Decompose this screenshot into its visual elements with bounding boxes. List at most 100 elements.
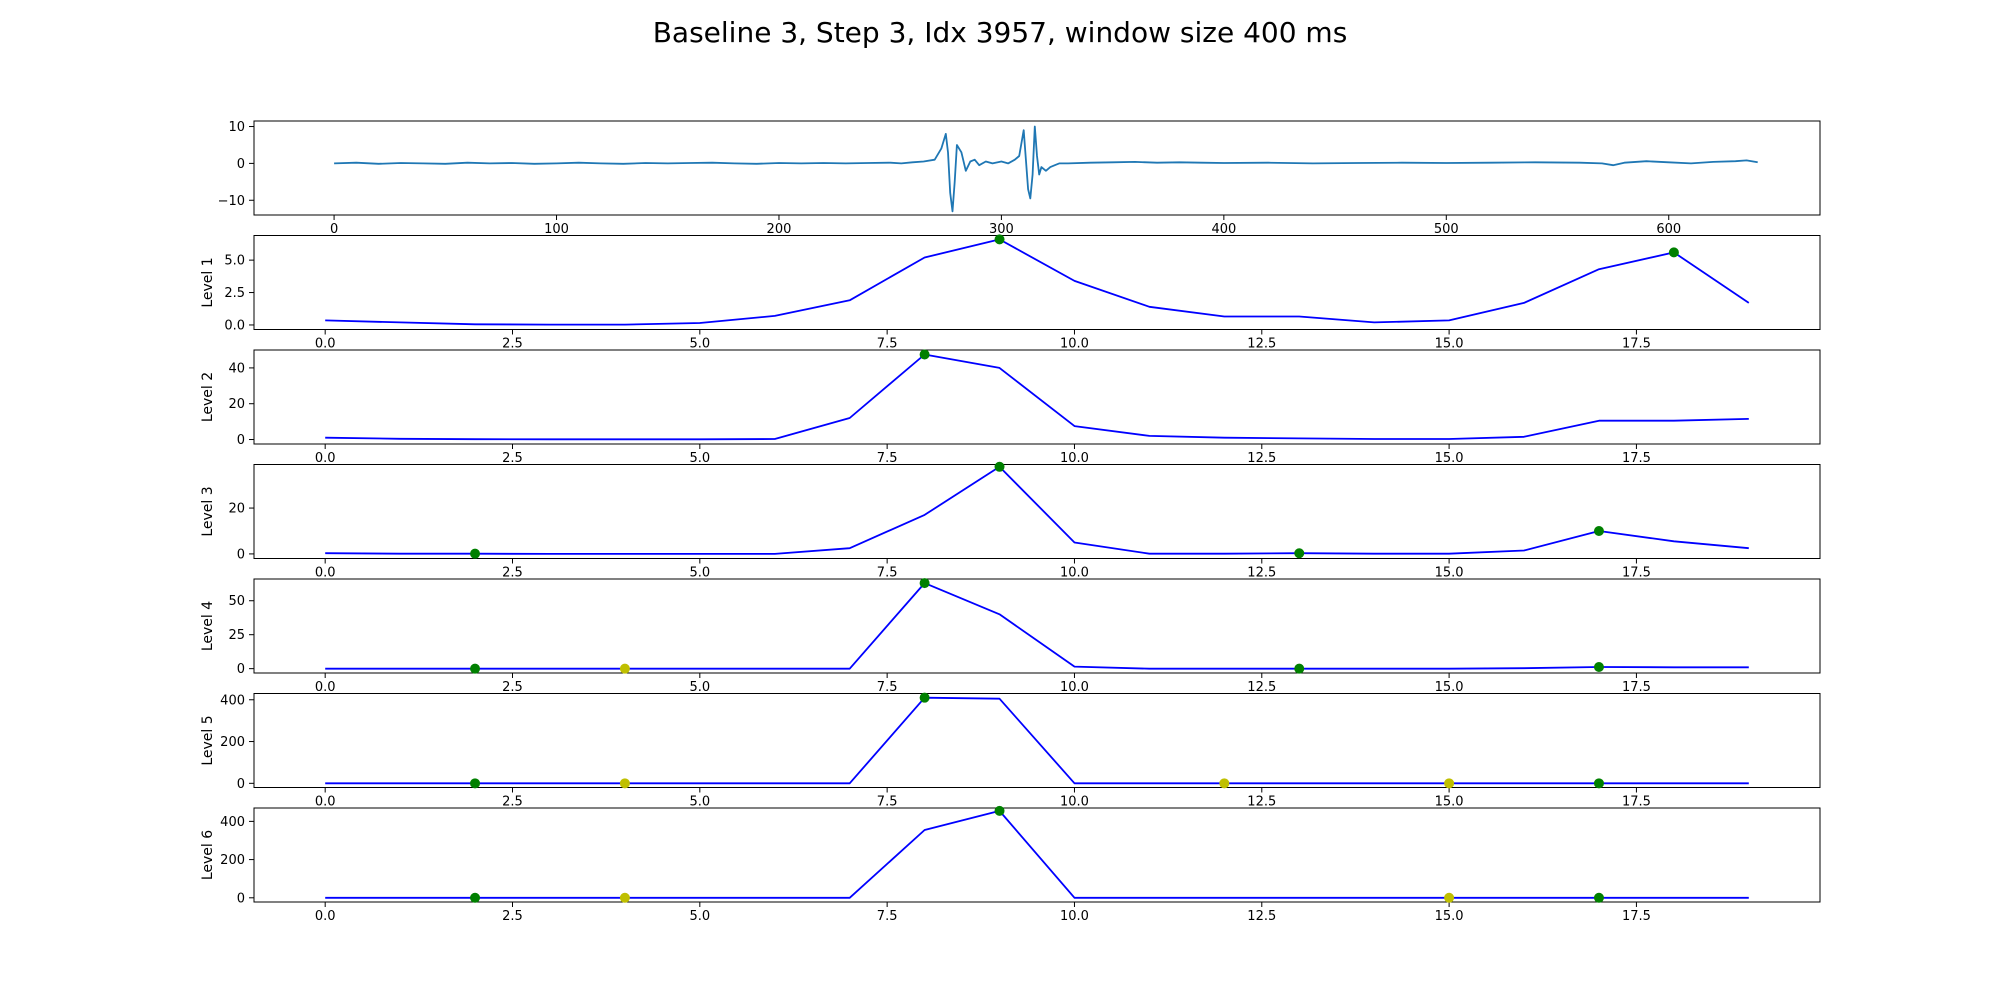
x-tick-label: 12.5 [1247, 909, 1276, 924]
data-point-marker [1593, 662, 1604, 673]
x-tick-label: 0 [330, 222, 338, 237]
data-point-marker [919, 578, 930, 589]
x-tick-label: 15.0 [1435, 680, 1464, 695]
x-tick-label: 12.5 [1247, 337, 1276, 352]
data-point-marker [619, 663, 630, 674]
y-axis-label: Level 1 [200, 257, 216, 307]
data-point-marker [1593, 778, 1604, 789]
y-tick-label: 10 [228, 120, 245, 135]
x-tick-label: 2.5 [502, 337, 523, 352]
x-tick-label: 2.5 [502, 909, 523, 924]
y-tick-label: 20 [228, 397, 245, 412]
axes-frame [253, 807, 1821, 903]
y-axis-label: Level 3 [200, 486, 216, 536]
series-line [325, 465, 1749, 555]
y-tick-label: 400 [220, 693, 245, 708]
y-tick-label: 0.0 [224, 318, 245, 333]
y-tick-label: 400 [220, 815, 245, 830]
data-point-marker [1593, 525, 1604, 536]
x-tick-label: 2.5 [502, 566, 523, 581]
y-axis-label: Level 6 [200, 830, 216, 880]
data-point-marker [1593, 892, 1604, 903]
x-tick-label: 10.0 [1060, 909, 1089, 924]
data-point-marker [470, 663, 481, 674]
data-point-marker [994, 461, 1005, 472]
x-tick-label: 12.5 [1247, 451, 1276, 466]
x-tick-label: 10.0 [1060, 795, 1089, 810]
x-tick-label: 0.0 [315, 909, 336, 924]
x-tick-label: 5.0 [689, 909, 710, 924]
y-tick-label: 0 [237, 777, 245, 792]
data-point-marker [470, 548, 481, 559]
y-tick-label: 20 [228, 502, 245, 517]
x-tick-label: 17.5 [1622, 795, 1651, 810]
x-tick-label: 15.0 [1435, 566, 1464, 581]
y-axis-label: Level 4 [200, 601, 216, 651]
y-tick-label: 200 [220, 735, 245, 750]
data-point-marker [1444, 778, 1455, 789]
series-line [325, 810, 1749, 899]
y-axis-label: Level 2 [200, 372, 216, 422]
y-tick-label: 0 [237, 547, 245, 562]
x-tick-label: 7.5 [877, 680, 898, 695]
data-point-marker [1294, 663, 1305, 674]
axes-frame [253, 464, 1821, 559]
x-tick-label: 5.0 [689, 680, 710, 695]
x-tick-label: 10.0 [1060, 451, 1089, 466]
x-tick-label: 600 [1656, 222, 1681, 237]
series-line [334, 125, 1758, 213]
x-tick-label: 15.0 [1435, 451, 1464, 466]
x-tick-label: 2.5 [502, 680, 523, 695]
y-tick-label: 0 [237, 157, 245, 172]
axes-frame [253, 120, 1821, 216]
figure-title: Baseline 3, Step 3, Idx 3957, window siz… [653, 16, 1348, 49]
x-tick-label: 7.5 [877, 566, 898, 581]
x-tick-label: 400 [1211, 222, 1236, 237]
x-tick-label: 17.5 [1622, 566, 1651, 581]
data-point-marker [994, 234, 1005, 245]
x-tick-label: 500 [1434, 222, 1459, 237]
x-tick-label: 17.5 [1622, 680, 1651, 695]
x-tick-label: 5.0 [689, 795, 710, 810]
x-tick-label: 0.0 [315, 680, 336, 695]
data-point-marker [1668, 247, 1679, 258]
y-tick-label: 0 [237, 433, 245, 448]
x-tick-label: 0.0 [315, 451, 336, 466]
y-tick-label: 5.0 [224, 254, 245, 269]
data-point-marker [919, 692, 930, 703]
y-tick-label: 40 [228, 361, 245, 376]
data-point-marker [994, 805, 1005, 816]
subplot-5: 0.0 2.5 5.0 7.5 10.0 12.5 15.0 17.5 0 200 400 Level… [200, 692, 1821, 810]
x-tick-label: 10.0 [1060, 680, 1089, 695]
data-point-marker [470, 778, 481, 789]
subplot-0: 0 100 200 300 400 500 600 −10 0 10 [218, 120, 1821, 237]
y-tick-label: 0 [237, 662, 245, 677]
x-tick-label: 15.0 [1435, 795, 1464, 810]
x-tick-label: 17.5 [1622, 451, 1651, 466]
x-tick-label: 300 [989, 222, 1014, 237]
subplot-1: 0.0 2.5 5.0 7.5 10.0 12.5 15.0 17.5 0.0 2.5 5.0 Lev… [200, 234, 1821, 352]
data-point-marker [619, 778, 630, 789]
x-tick-label: 15.0 [1435, 337, 1464, 352]
subplot-6: 0.0 2.5 5.0 7.5 10.0 12.5 15.0 17.5 0 200 400 Level… [200, 805, 1821, 924]
x-tick-label: 12.5 [1247, 795, 1276, 810]
x-tick-label: 0.0 [315, 337, 336, 352]
x-tick-label: 10.0 [1060, 566, 1089, 581]
subplot-4: 0.0 2.5 5.0 7.5 10.0 12.5 15.0 17.5 0 25 50 Level 4 [200, 578, 1821, 695]
series-line [325, 696, 1749, 785]
subplot-3: 0.0 2.5 5.0 7.5 10.0 12.5 15.0 17.5 0 20 Level 3 [200, 461, 1821, 581]
series-line [325, 582, 1749, 670]
data-point-marker [1444, 892, 1455, 903]
x-tick-label: 10.0 [1060, 337, 1089, 352]
x-tick-label: 17.5 [1622, 337, 1651, 352]
y-tick-label: 200 [220, 853, 245, 868]
x-tick-label: 17.5 [1622, 909, 1651, 924]
y-axis-label: Level 5 [200, 715, 216, 765]
axes-frame [253, 235, 1821, 330]
x-tick-label: 7.5 [877, 795, 898, 810]
x-tick-label: 100 [544, 222, 569, 237]
y-tick-label: 50 [228, 594, 245, 609]
